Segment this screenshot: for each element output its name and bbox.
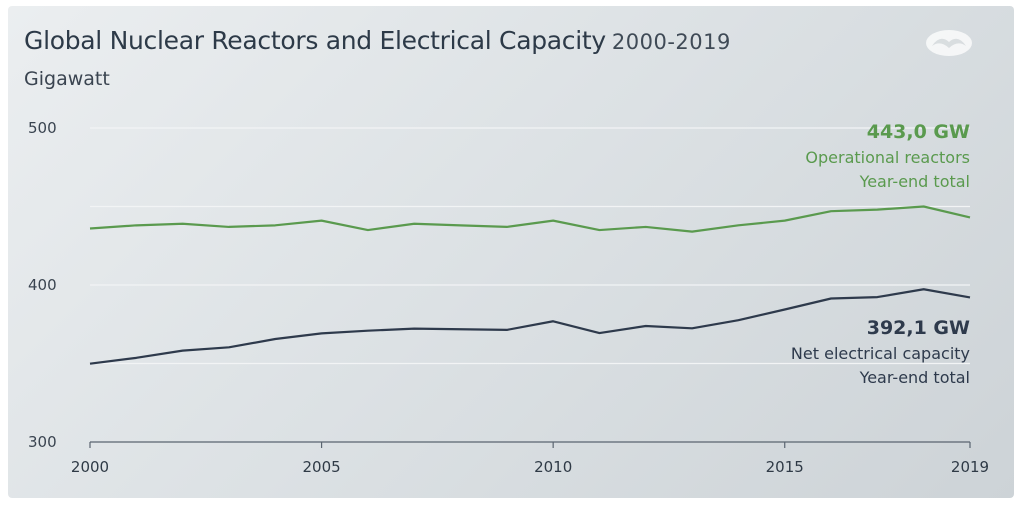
y-tick-label: 300	[28, 433, 57, 451]
series-sublabel-capacity: Year-end total	[859, 368, 970, 387]
x-tick-label: 2005	[302, 458, 340, 476]
y-tick-label: 500	[28, 119, 57, 137]
x-tick-label: 2019	[951, 458, 989, 476]
chart-unit: Gigawatt	[24, 68, 110, 90]
series-label-reactors: Operational reactors	[805, 148, 970, 167]
series-end-value-reactors: 443,0 GW	[867, 121, 970, 143]
chart-title: Global Nuclear Reactors and Electrical C…	[24, 26, 606, 55]
chart-card	[8, 6, 1014, 498]
series-line-capacity	[89, 288, 971, 365]
y-tick-label: 400	[28, 276, 57, 294]
series-end-value-capacity: 392,1 GW	[867, 317, 970, 339]
brand-logo-icon	[926, 30, 972, 56]
chart-year-range: 2000-2019	[611, 30, 731, 54]
series-sublabel-reactors: Year-end total	[859, 172, 970, 191]
x-tick-label: 2000	[71, 458, 109, 476]
chart-header: Global Nuclear Reactors and Electrical C…	[24, 26, 731, 55]
series-label-capacity: Net electrical capacity	[791, 344, 970, 363]
x-tick-label: 2015	[766, 458, 804, 476]
x-tick-label: 2010	[534, 458, 572, 476]
series-line-reactors	[89, 205, 971, 233]
